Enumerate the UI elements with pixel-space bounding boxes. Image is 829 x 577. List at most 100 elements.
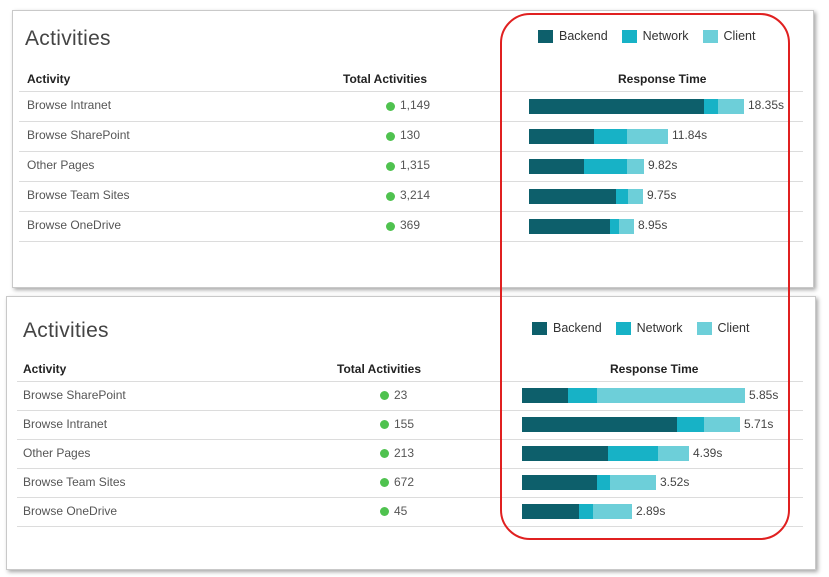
row-divider — [17, 497, 803, 498]
status-dot-icon — [380, 391, 389, 400]
column-header-response: Response Time — [610, 362, 699, 376]
legend-item-client: Client — [702, 29, 755, 43]
response-time-bar — [522, 388, 745, 403]
network-segment — [594, 128, 628, 144]
activity-name[interactable]: Browse SharePoint — [23, 387, 126, 402]
total-activities-value: 672 — [394, 474, 415, 489]
chart-legend: Backend Network Client — [538, 29, 769, 43]
total-activities-value: 213 — [394, 445, 415, 460]
column-header-activity: Activity — [27, 72, 71, 86]
status-dot-icon — [386, 101, 395, 111]
row-divider — [19, 241, 803, 242]
network-swatch-icon — [621, 29, 637, 43]
total-activities-value: 155 — [394, 416, 415, 431]
client-segment — [658, 446, 689, 461]
client-segment — [717, 98, 744, 114]
network-swatch-icon — [615, 321, 631, 335]
column-header-total: Total Activities — [343, 72, 428, 86]
status-dot-icon — [386, 131, 395, 141]
row-divider — [19, 211, 803, 212]
response-time-label: 5.85s — [749, 387, 779, 402]
activity-name[interactable]: Browse OneDrive — [27, 218, 122, 232]
activity-name[interactable]: Browse Intranet — [27, 98, 112, 112]
client-segment — [610, 475, 656, 490]
response-time-label: 3.52s — [660, 474, 690, 489]
response-time-label: 9.75s — [647, 188, 677, 202]
backend-segment — [522, 475, 598, 490]
row-divider — [17, 439, 803, 440]
client-segment — [619, 218, 634, 234]
client-segment — [593, 504, 632, 519]
status-dot-icon — [386, 221, 395, 231]
total-activities-value: 130 — [400, 128, 421, 142]
panel-title: Activities — [23, 319, 109, 342]
status-dot-icon — [386, 191, 395, 201]
response-time-highlight — [500, 13, 790, 540]
response-time-bar — [522, 417, 740, 432]
response-time-label: 18.35s — [748, 98, 785, 112]
client-segment — [626, 158, 644, 174]
client-segment — [596, 388, 745, 403]
total-activities-value: 3,214 — [400, 188, 431, 202]
status-dot-icon — [380, 449, 389, 458]
activity-name[interactable]: Browse Team Sites — [23, 474, 126, 489]
activities-panel-top: Activities Backend Network Client Activi… — [12, 10, 814, 288]
legend-item-client: Client — [696, 321, 749, 335]
response-time-label: 5.71s — [744, 416, 774, 431]
response-time-bar — [522, 504, 632, 519]
response-time-label: 11.84s — [672, 128, 708, 142]
status-dot-icon — [386, 161, 395, 171]
activity-name[interactable]: Browse Team Sites — [27, 188, 130, 202]
network-segment — [704, 98, 718, 114]
network-segment — [597, 475, 611, 490]
activity-name[interactable]: Browse Intranet — [23, 416, 108, 431]
backend-segment — [522, 417, 677, 432]
column-header-response: Response Time — [618, 72, 707, 86]
backend-segment — [529, 158, 585, 174]
network-segment — [584, 158, 627, 174]
legend-item-network: Network — [615, 321, 683, 335]
total-activities-value: 1,149 — [400, 98, 431, 112]
activity-name[interactable]: Browse SharePoint — [27, 128, 130, 142]
activity-name[interactable]: Browse OneDrive — [23, 503, 118, 518]
legend-item-network: Network — [621, 29, 689, 43]
legend-item-backend: Backend — [532, 321, 602, 335]
row-divider — [19, 151, 803, 152]
activities-panel-bottom: Activities Backend Network Client Activi… — [6, 296, 816, 570]
response-time-bar — [529, 218, 634, 234]
legend-item-backend: Backend — [538, 29, 608, 43]
response-time-bar — [529, 158, 644, 174]
response-time-label: 8.95s — [638, 218, 668, 232]
total-activities-value: 369 — [400, 218, 421, 232]
network-segment — [610, 218, 620, 234]
status-dot-icon — [380, 420, 389, 429]
activity-name[interactable]: Other Pages — [27, 158, 95, 172]
response-time-label: 2.89s — [636, 503, 666, 518]
response-time-label: 4.39s — [693, 445, 723, 460]
response-time-bar — [529, 98, 744, 114]
backend-segment — [522, 504, 579, 519]
backend-swatch-icon — [532, 321, 547, 335]
row-divider — [19, 121, 803, 122]
response-time-bar — [529, 188, 643, 204]
backend-segment — [522, 388, 569, 403]
backend-swatch-icon — [538, 29, 553, 43]
client-swatch-icon — [696, 321, 712, 335]
network-segment — [568, 388, 597, 403]
network-segment — [578, 504, 594, 519]
backend-segment — [529, 128, 595, 144]
column-header-activity: Activity — [23, 362, 67, 376]
panel-title: Activities — [25, 27, 111, 50]
backend-segment — [529, 188, 617, 204]
row-divider — [19, 91, 803, 92]
client-segment — [627, 188, 643, 204]
backend-segment — [529, 98, 705, 114]
row-divider — [17, 526, 803, 527]
client-segment — [704, 417, 740, 432]
activity-name[interactable]: Other Pages — [23, 445, 91, 460]
total-activities-value: 45 — [394, 503, 408, 518]
client-swatch-icon — [702, 29, 718, 43]
response-time-label: 9.82s — [648, 158, 678, 172]
response-time-bar — [522, 475, 656, 490]
total-activities-value: 1,315 — [400, 158, 431, 172]
